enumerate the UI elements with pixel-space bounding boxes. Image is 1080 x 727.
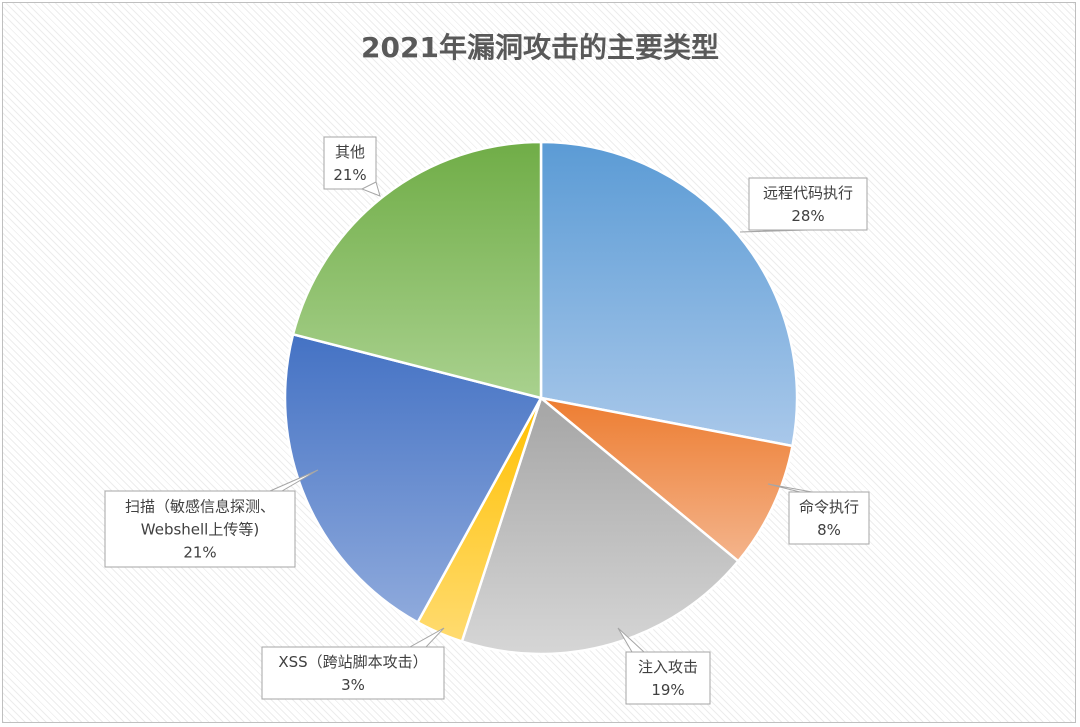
- chart-title: 2021年漏洞攻击的主要类型: [361, 31, 719, 64]
- callout-pointer: [269, 469, 319, 492]
- slice-category-label: 其他: [335, 143, 365, 161]
- pie-slice: [539, 140, 799, 448]
- slice-value-label: 28%: [791, 207, 824, 225]
- slice-category-label: Webshell上传等): [141, 521, 259, 539]
- data-label-callout: 其他 21%: [323, 136, 381, 197]
- slice-value-label: 21%: [183, 544, 216, 562]
- callout-box: [104, 490, 296, 568]
- pie-slice: [460, 395, 741, 656]
- slice-value-label: 19%: [651, 681, 684, 699]
- callout-pointer: [739, 229, 809, 233]
- callout-box: [323, 136, 377, 190]
- data-label-callout: 远程代码执行 28%: [739, 177, 868, 233]
- callout-box: [261, 646, 445, 700]
- slice-category-label: 扫描（敏感信息探测、: [125, 498, 275, 516]
- pie-slice: [291, 140, 543, 400]
- callout-box: [788, 491, 870, 545]
- slice-category-label: 远程代码执行: [763, 184, 853, 202]
- data-label-callout: XSS（跨站脚本攻击） 3%: [261, 627, 445, 700]
- callout-box: [625, 651, 711, 705]
- callout-box: [748, 177, 868, 231]
- data-label-callout: 扫描（敏感信息探测、 Webshell上传等) 21%: [104, 469, 319, 568]
- callout-pointer: [408, 627, 445, 648]
- callout-pointer: [617, 627, 646, 653]
- slice-category-label: XSS（跨站脚本攻击）: [278, 653, 427, 671]
- slice-value-label: 3%: [341, 676, 365, 694]
- slice-category-label: 命令执行: [799, 498, 859, 516]
- slice-category-label: 注入攻击: [638, 658, 698, 676]
- data-label-callout: 命令执行 8%: [767, 483, 870, 545]
- data-label-callout: 注入攻击 19%: [617, 627, 711, 705]
- pie-slice: [283, 332, 543, 625]
- callout-pointer: [360, 181, 381, 197]
- pie-slice: [540, 396, 794, 563]
- slice-value-label: 8%: [817, 521, 841, 539]
- callout-pointer: [767, 483, 813, 493]
- slice-value-label: 21%: [333, 166, 366, 184]
